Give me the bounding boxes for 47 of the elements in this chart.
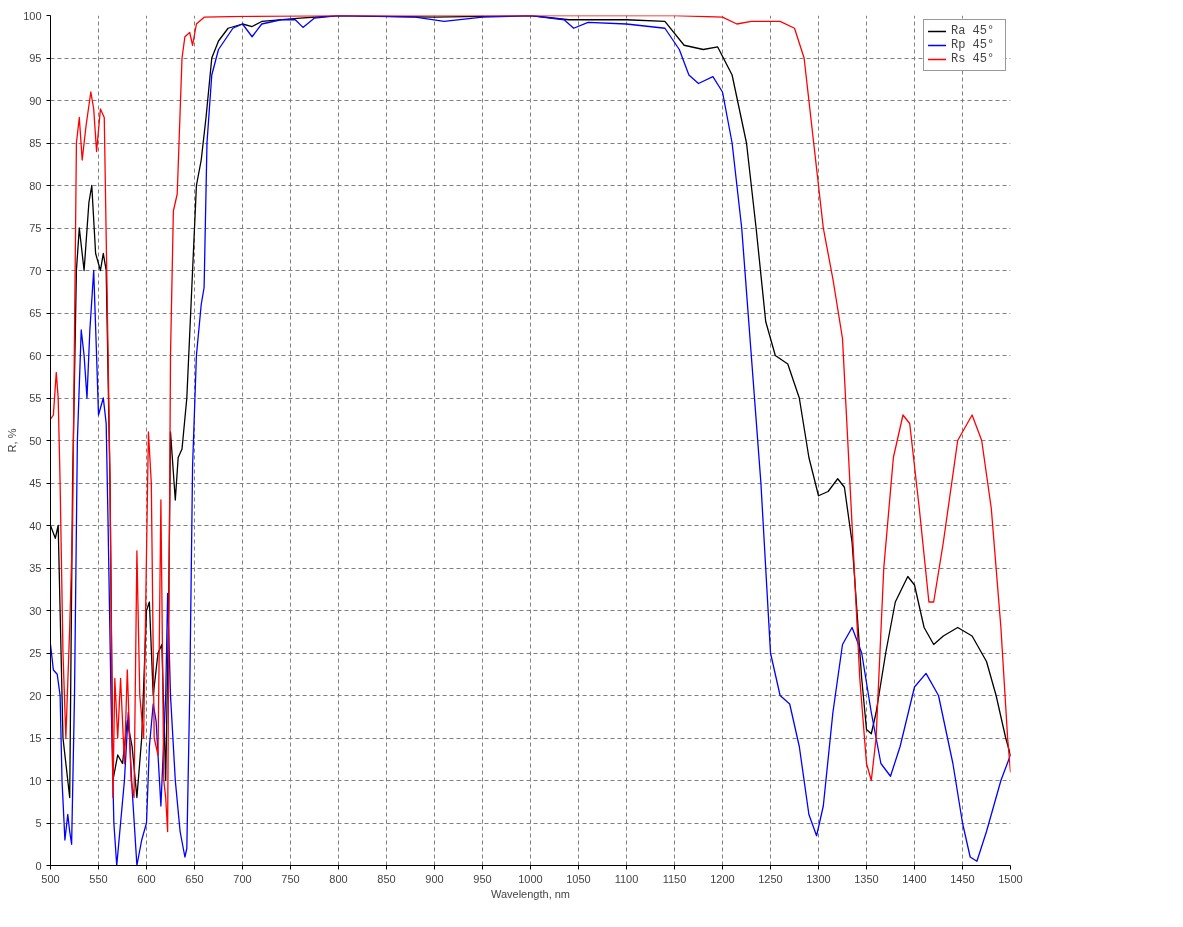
y-tick-label: 10	[29, 774, 42, 787]
y-tick-label: 75	[29, 222, 42, 234]
x-tick-label: 1150	[662, 872, 687, 885]
y-tick-label: 90	[29, 94, 42, 107]
x-tick-label: 1500	[998, 872, 1023, 885]
x-tick-label: 1400	[902, 872, 927, 885]
x-tick-label: 1200	[710, 872, 735, 885]
x-tick-label: 1100	[614, 872, 639, 885]
x-tick-label: 1050	[566, 872, 591, 885]
x-tick-label: 900	[425, 872, 444, 885]
y-tick-label: 40	[29, 519, 42, 532]
x-tick-label: 1350	[854, 872, 879, 885]
y-tick-label: 20	[29, 689, 42, 702]
legend-label: Rp 45°	[951, 38, 996, 52]
x-tick-label: 1250	[758, 872, 783, 885]
x-axis-title: Wavelength, nm	[490, 887, 571, 900]
y-tick-label: 50	[29, 434, 42, 447]
x-tick-label: 550	[89, 872, 108, 885]
x-tick-label: 1450	[950, 872, 975, 885]
y-tick-label: 55	[29, 392, 42, 404]
y-tick-label: 80	[29, 179, 42, 192]
y-tick-label: 65	[29, 307, 42, 319]
y-tick-label: 45	[29, 477, 42, 489]
x-tick-label: 500	[41, 872, 60, 885]
x-tick-label: 850	[377, 872, 396, 885]
y-tick-label: 25	[29, 647, 42, 659]
legend-label: Rs 45°	[951, 52, 996, 66]
y-tick-label: 15	[29, 732, 42, 744]
y-tick-label: 70	[29, 264, 42, 277]
y-tick-label: 5	[35, 817, 42, 829]
y-tick-label: 35	[29, 562, 42, 574]
x-tick-label: 950	[473, 872, 492, 885]
y-tick-label: 0	[35, 859, 42, 872]
y-axis-title: R, %	[6, 428, 19, 453]
y-tick-label: 60	[29, 349, 42, 362]
y-tick-label: 95	[29, 52, 42, 64]
x-tick-label: 700	[233, 872, 252, 885]
x-tick-label: 1300	[806, 872, 831, 885]
y-tick-label: 85	[29, 137, 42, 149]
y-tick-label: 100	[23, 9, 42, 22]
x-tick-label: 750	[281, 872, 300, 885]
x-tick-label: 1000	[518, 872, 543, 885]
x-tick-label: 650	[185, 872, 204, 885]
x-tick-label: 800	[329, 872, 348, 885]
y-tick-label: 30	[29, 604, 42, 617]
x-tick-label: 600	[137, 872, 156, 885]
legend-label: Ra 45°	[951, 24, 996, 38]
